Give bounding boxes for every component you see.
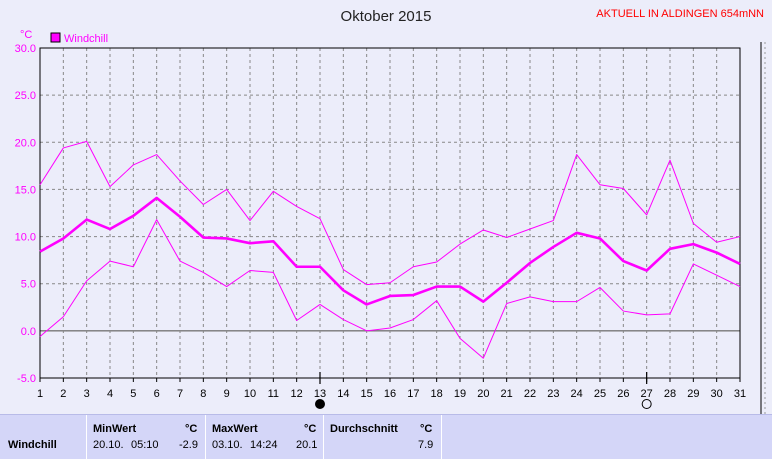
x-tick-label: 16 — [384, 388, 396, 400]
full-moon-icon — [641, 399, 652, 409]
x-tick-label: 17 — [407, 388, 419, 400]
x-tick-label: 10 — [244, 388, 256, 400]
stats-max-col: MaxWert °C 03.10. 14:24 20.1 — [206, 415, 324, 459]
x-tick-label: 22 — [524, 388, 536, 400]
legend-label: Windchill — [64, 33, 108, 45]
max-value: 20.1 — [296, 439, 318, 451]
x-tick-label: 14 — [337, 388, 349, 400]
right-edge-decor — [760, 42, 766, 414]
x-tick-label: 1 — [37, 388, 43, 400]
station-label: AKTUELL IN ALDINGEN 654mNN — [596, 8, 764, 20]
y-tick-label: 5.0 — [21, 279, 36, 291]
legend: Windchill — [50, 32, 108, 45]
x-tick-label: 20 — [477, 388, 489, 400]
x-tick-label: 23 — [547, 388, 559, 400]
y-unit-label: °C — [20, 29, 32, 41]
avg-unit: °C — [420, 423, 433, 435]
max-date: 03.10. — [212, 439, 243, 451]
x-tick-label: 29 — [687, 388, 699, 400]
x-tick-label: 21 — [501, 388, 513, 400]
chart-title: Oktober 2015 — [341, 8, 432, 25]
x-tick-label: 2 — [60, 388, 66, 400]
x-tick-label: 31 — [734, 388, 746, 400]
y-tick-label: -5.0 — [17, 373, 36, 385]
avg-value: 7.9 — [418, 439, 434, 451]
min-time: 05:10 — [131, 439, 159, 451]
y-tick-label: 25.0 — [15, 90, 36, 102]
chart-area: Oktober 2015 AKTUELL IN ALDINGEN 654mNN … — [15, 8, 766, 414]
y-tick-label: 0.0 — [21, 326, 36, 338]
max-header: MaxWert — [212, 423, 258, 435]
x-tick-label: 27 — [641, 388, 653, 400]
x-tick-label: 7 — [177, 388, 183, 400]
x-tick-label: 11 — [268, 388, 279, 400]
y-tick-label: 30.0 — [15, 43, 36, 55]
y-tick-label: 20.0 — [15, 137, 36, 149]
x-tick-label: 8 — [200, 388, 206, 400]
x-tick-label: 13 — [314, 388, 326, 400]
x-tick-label: 4 — [107, 388, 113, 400]
stats-avg-col: Durchschnitt °C 7.9 — [324, 415, 442, 459]
plot-area: -5.00.05.010.015.020.025.030.01 2 3 4 5 6 7 8 9 1… — [15, 43, 746, 409]
x-tick-label: 28 — [664, 388, 676, 400]
x-tick-label: 9 — [224, 388, 230, 400]
plot-frame — [39, 47, 741, 379]
x-tick-label: 18 — [431, 388, 443, 400]
x-tick-label: 6 — [154, 388, 160, 400]
max-unit: °C — [304, 423, 317, 435]
legend-swatch — [50, 32, 61, 43]
avg-header: Durchschnitt — [330, 423, 398, 435]
x-tick-label: 15 — [361, 388, 373, 400]
min-header: MinWert — [93, 423, 137, 435]
stats-panel: Windchill MinWert °C 20.10. 05:10 -2.9 M… — [0, 414, 772, 459]
x-tick-label: 3 — [84, 388, 90, 400]
stats-label-col: Windchill — [0, 415, 87, 459]
x-tick-label: 25 — [594, 388, 606, 400]
min-value: -2.9 — [179, 439, 198, 451]
min-date: 20.10. — [93, 439, 124, 451]
x-tick-label: 12 — [291, 388, 303, 400]
min-unit: °C — [185, 423, 198, 435]
max-time: 14:24 — [250, 439, 278, 451]
stats-min-col: MinWert °C 20.10. 05:10 -2.9 — [87, 415, 206, 459]
x-tick-label: 24 — [571, 388, 583, 400]
x-tick-label: 30 — [711, 388, 723, 400]
y-tick-label: 15.0 — [15, 184, 36, 196]
x-tick-label: 5 — [130, 388, 136, 400]
series-line-min — [39, 219, 741, 359]
new-moon-icon — [315, 399, 325, 409]
x-tick-label: 26 — [617, 388, 629, 400]
y-tick-label: 10.0 — [15, 232, 36, 244]
x-tick-label: 19 — [454, 388, 466, 400]
stats-row-label: Windchill — [8, 439, 57, 451]
series-line-avg — [39, 196, 741, 306]
series-line-max — [39, 140, 741, 286]
